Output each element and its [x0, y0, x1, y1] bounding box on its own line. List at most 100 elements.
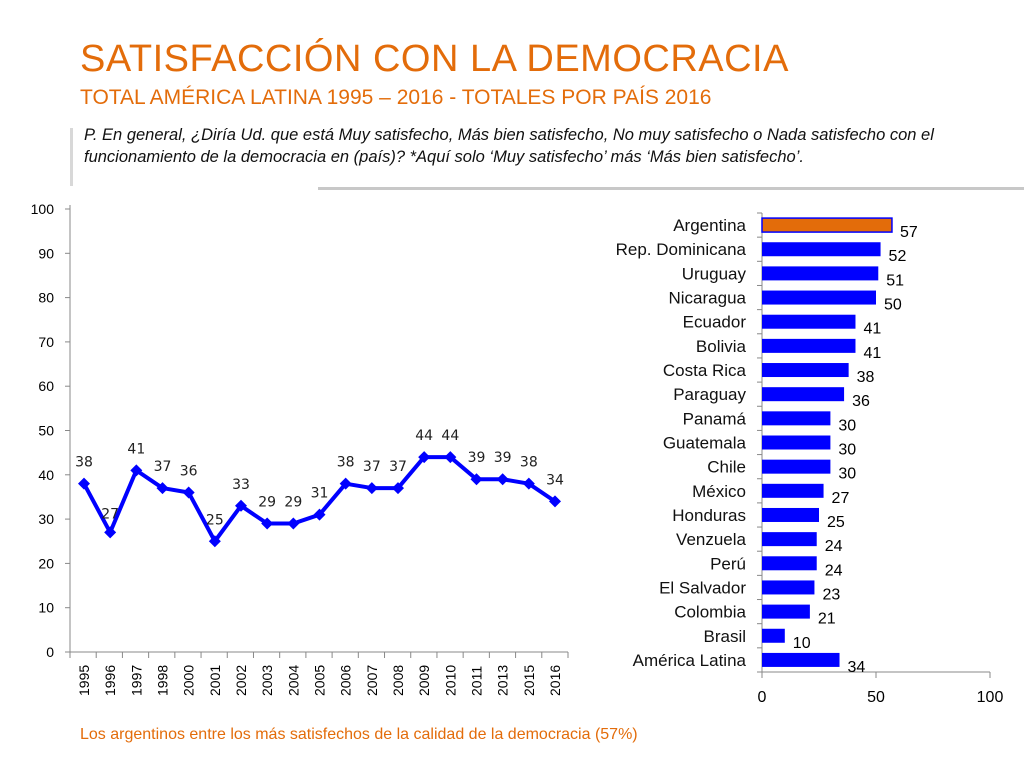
bar: [762, 363, 849, 378]
data-label: 37: [389, 459, 407, 475]
data-point: [549, 495, 561, 508]
y-tick-label: 20: [38, 555, 54, 571]
category-label: Perú: [710, 554, 746, 573]
bar: [762, 532, 817, 547]
data-point: [418, 451, 431, 464]
x-tick-label: 2000: [181, 665, 197, 696]
y-tick-label: 80: [38, 290, 54, 306]
bar: [762, 580, 815, 595]
x-tick-label: 1998: [155, 665, 171, 696]
data-label: 41: [127, 441, 145, 457]
bar: [762, 507, 819, 522]
x-tick-label: 2001: [207, 665, 223, 696]
data-point: [182, 486, 195, 499]
bar: [762, 435, 831, 450]
data-point: [287, 517, 300, 530]
bar: [762, 652, 840, 667]
bar: [762, 314, 856, 329]
value-label: 36: [852, 393, 870, 410]
bar: [762, 242, 881, 257]
y-tick-label: 100: [31, 201, 55, 217]
data-label: 25: [206, 512, 224, 528]
value-label: 51: [886, 272, 904, 289]
data-label: 39: [494, 450, 512, 466]
category-label: Costa Rica: [663, 361, 747, 380]
x-tick-label: 50: [867, 689, 885, 706]
x-tick-label: 1996: [102, 665, 118, 696]
data-label: 37: [363, 459, 381, 475]
bar: [762, 556, 817, 571]
data-point: [313, 508, 326, 521]
value-label: 30: [838, 417, 856, 434]
value-label: 23: [822, 586, 840, 603]
data-point: [444, 451, 457, 464]
category-label: Nicaragua: [669, 289, 747, 308]
bar: [762, 387, 845, 402]
category-label: Colombia: [674, 603, 746, 622]
data-point: [496, 473, 509, 486]
x-tick-label: 0: [758, 689, 767, 706]
category-label: Paraguay: [673, 385, 746, 404]
data-label: 36: [180, 464, 198, 480]
data-point: [78, 477, 90, 490]
bar: [762, 411, 831, 426]
bar: [762, 459, 831, 474]
x-tick-label: 2011: [469, 666, 485, 696]
bar-chart: 0 50 100 Argentina 57 Rep. Dominicana 52 Urugua…: [616, 212, 1004, 706]
bar: [762, 628, 785, 643]
x-tick-label: 2015: [521, 665, 537, 696]
value-label: 30: [838, 442, 856, 459]
page-subtitle: TOTAL AMÉRICA LATINA 1995 – 2016 - TOTAL…: [80, 86, 712, 109]
y-tick-label: 10: [38, 600, 54, 616]
value-label: 27: [832, 490, 850, 507]
x-tick-label: 100: [977, 689, 1004, 706]
value-label: 30: [838, 466, 856, 483]
data-point: [156, 482, 169, 495]
data-point: [235, 499, 247, 512]
y-tick-label: 90: [38, 245, 54, 261]
data-label: 38: [337, 455, 355, 471]
y-tick-label: 50: [38, 423, 54, 439]
category-label: Venzuela: [676, 530, 746, 549]
bar: [761, 217, 893, 233]
survey-question: P. En general, ¿Diría Ud. que está Muy s…: [84, 126, 934, 166]
category-label: Argentina: [673, 216, 746, 235]
value-label: 41: [863, 321, 881, 338]
data-label: 44: [415, 428, 433, 444]
category-label: México: [692, 482, 746, 501]
value-label: 57: [900, 224, 918, 241]
category-label: Rep. Dominicana: [616, 240, 747, 259]
data-point: [130, 464, 143, 477]
value-label: 50: [884, 297, 902, 314]
x-tick-label: 2005: [312, 665, 328, 696]
data-label: 33: [232, 477, 250, 493]
data-label: 38: [75, 455, 93, 471]
line-chart: 0 10 20 30 40 50 60 70 80 90 100 1995 1996 1997 1998 20…: [31, 201, 569, 696]
data-label: 27: [101, 506, 119, 522]
bar: [762, 290, 876, 305]
y-tick-label: 70: [38, 334, 54, 350]
data-label: 29: [284, 495, 302, 511]
value-label: 52: [889, 248, 907, 265]
data-point: [470, 473, 483, 486]
category-label: América Latina: [633, 651, 747, 670]
data-point: [261, 517, 274, 530]
data-point: [339, 477, 352, 490]
header-divider: [318, 187, 1024, 190]
page-title: SATISFACCIÓN CON LA DEMOCRACIA: [80, 38, 789, 80]
value-label: 25: [827, 514, 845, 531]
category-label: Panamá: [683, 409, 747, 428]
category-label: Honduras: [672, 506, 746, 525]
x-tick-label: 2008: [390, 665, 406, 696]
category-label: Bolivia: [696, 337, 747, 356]
category-label: Ecuador: [683, 313, 747, 332]
x-tick-label: 2009: [416, 665, 432, 696]
x-tick-label: 2004: [285, 665, 301, 696]
value-label: 41: [863, 345, 881, 362]
y-tick-label: 40: [38, 467, 54, 483]
data-label: 31: [311, 486, 329, 502]
footer-note: Los argentinos entre los más satisfechos…: [80, 726, 638, 743]
x-tick-label: 1995: [76, 665, 92, 696]
data-point: [104, 526, 117, 539]
y-tick-label: 0: [46, 644, 54, 660]
